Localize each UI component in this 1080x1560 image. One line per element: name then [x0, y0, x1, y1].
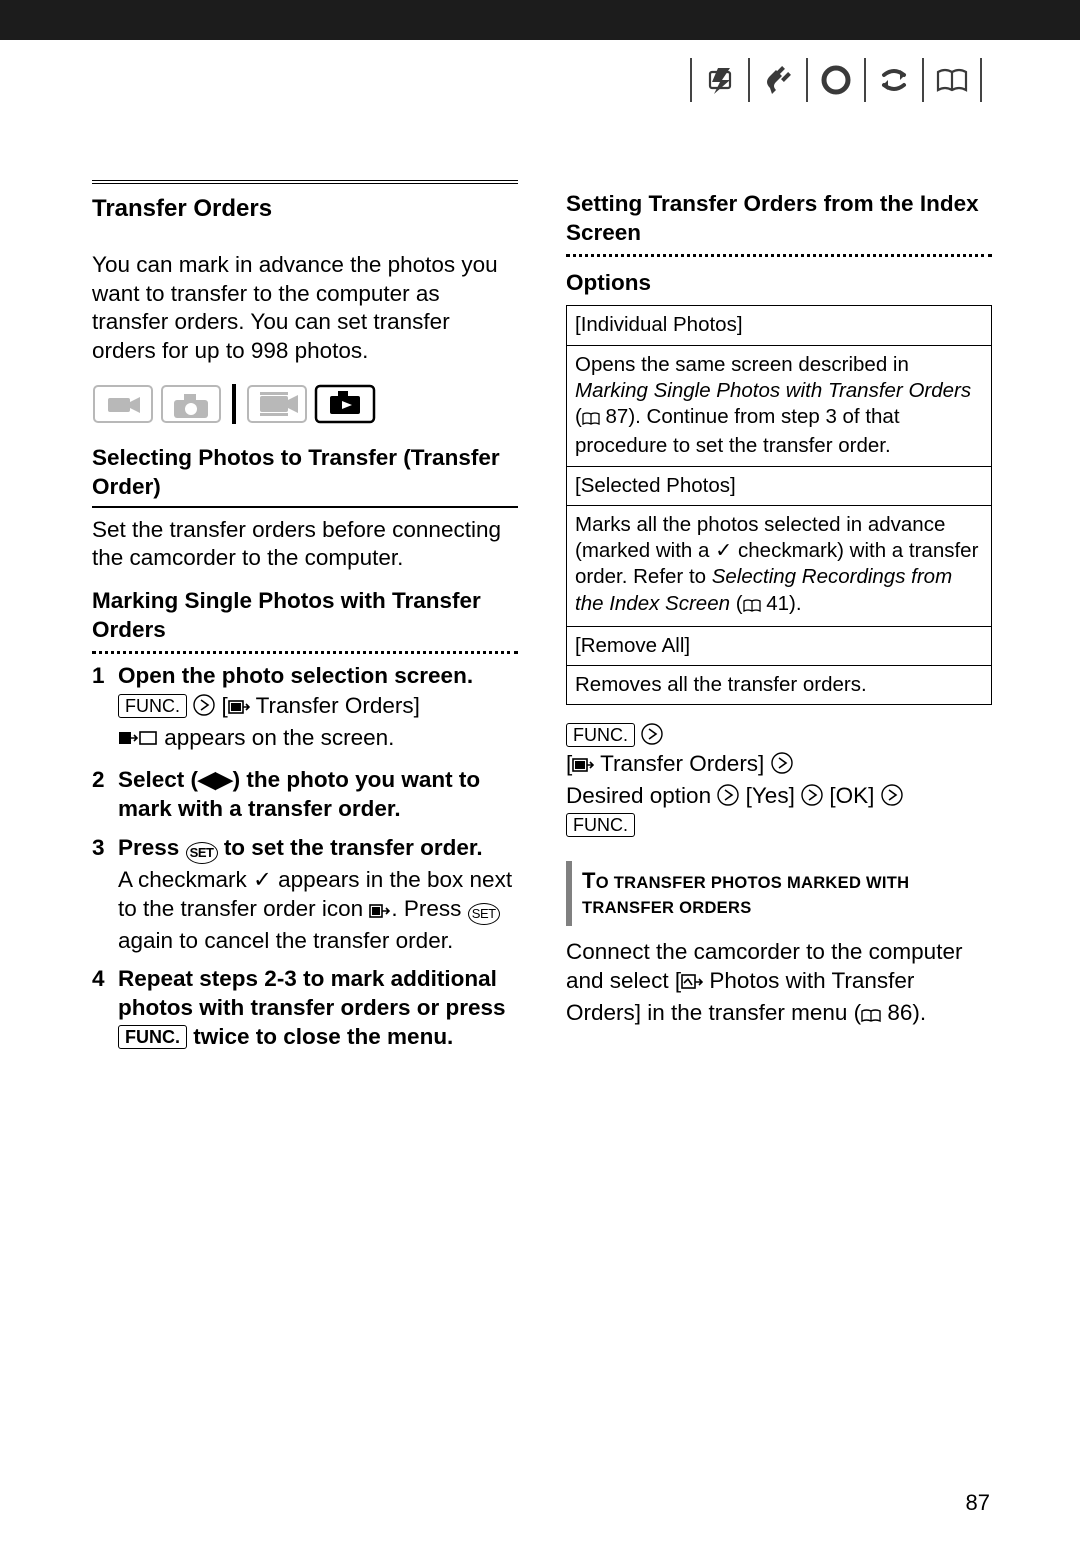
manual-page: Transfer Orders You can mark in advance … — [0, 40, 1080, 1560]
nav-arrow-icon — [771, 752, 793, 774]
book-icon — [932, 60, 972, 100]
func-button: FUNC. — [118, 694, 187, 718]
note-body: Connect the camcorder to the computer an… — [566, 938, 992, 1030]
right-column: Setting Transfer Orders from the Index S… — [566, 180, 992, 1062]
nav-arrow-icon — [717, 784, 739, 806]
step-3: Press SET to set the transfer order. A c… — [92, 834, 518, 956]
func-button: FUNC. — [118, 1025, 187, 1049]
transfer-order-icon — [369, 898, 391, 927]
mode-icon-strip — [92, 380, 518, 428]
step-2: Select (◀▶) the photo you want to mark w… — [92, 766, 518, 824]
note-block: To transfer photos marked with transfer … — [566, 861, 992, 926]
nav-arrow-icon — [801, 784, 823, 806]
transfer-order-icon — [228, 695, 250, 724]
subhead-selecting: Selecting Photos to Transfer (Transfer O… — [92, 444, 518, 508]
left-column: Transfer Orders You can mark in advance … — [92, 180, 518, 1062]
plug-icon — [758, 60, 798, 100]
intro-paragraph: You can mark in advance the photos you w… — [92, 251, 518, 366]
circle-icon — [816, 60, 856, 100]
set-button: SET — [186, 842, 218, 864]
steps-list: Open the photo selection screen. FUNC. [… — [92, 662, 518, 1052]
func-button: FUNC. — [566, 813, 635, 837]
double-arrow-icon — [874, 60, 914, 100]
nav-arrow-icon — [881, 784, 903, 806]
manual-ref-icon — [743, 594, 761, 620]
note-title: To transfer photos marked with transfer … — [582, 867, 982, 920]
menu-path: FUNC. [ Transfer Orders] Desired option … — [566, 721, 992, 839]
dotted-rule — [92, 651, 518, 654]
option-body: Removes all the transfer orders. — [567, 665, 992, 704]
option-body: Opens the same screen described in Marki… — [567, 345, 992, 466]
options-heading: Options — [566, 269, 992, 298]
photos-transfer-icon — [681, 970, 703, 999]
nav-arrow-icon — [641, 723, 663, 745]
option-header: [Individual Photos] — [567, 306, 992, 345]
dotted-rule — [566, 254, 992, 257]
step-4: Repeat steps 2-3 to mark additional phot… — [92, 965, 518, 1051]
checkmark-icon: ✓ — [253, 867, 272, 892]
checkmark-icon: ✓ — [715, 539, 732, 562]
set-button: SET — [468, 903, 500, 925]
selecting-body: Set the transfer orders before connectin… — [92, 516, 518, 574]
func-button: FUNC. — [566, 723, 635, 747]
window-topbar — [0, 0, 1080, 40]
transfer-indicator-icon — [118, 727, 158, 756]
step-1: Open the photo selection screen. FUNC. [… — [92, 662, 518, 756]
nav-arrow-icon — [193, 694, 215, 716]
option-header: [Selected Photos] — [567, 466, 992, 505]
header-icon-strip — [682, 58, 990, 102]
manual-ref-icon — [582, 407, 600, 433]
option-body: Marks all the photos selected in advance… — [567, 505, 992, 626]
option-header: [Remove All] — [567, 626, 992, 665]
options-table: [Individual Photos] Opens the same scree… — [566, 305, 992, 705]
page-number: 87 — [966, 1490, 990, 1516]
manual-ref-icon — [861, 1002, 881, 1031]
section-title-index: Setting Transfer Orders from the Index S… — [566, 190, 992, 248]
subhead-marking: Marking Single Photos with Transfer Orde… — [92, 587, 518, 645]
section-title-transfer-orders: Transfer Orders — [92, 194, 518, 225]
box-flash-icon — [700, 60, 740, 100]
transfer-order-icon — [572, 753, 594, 782]
